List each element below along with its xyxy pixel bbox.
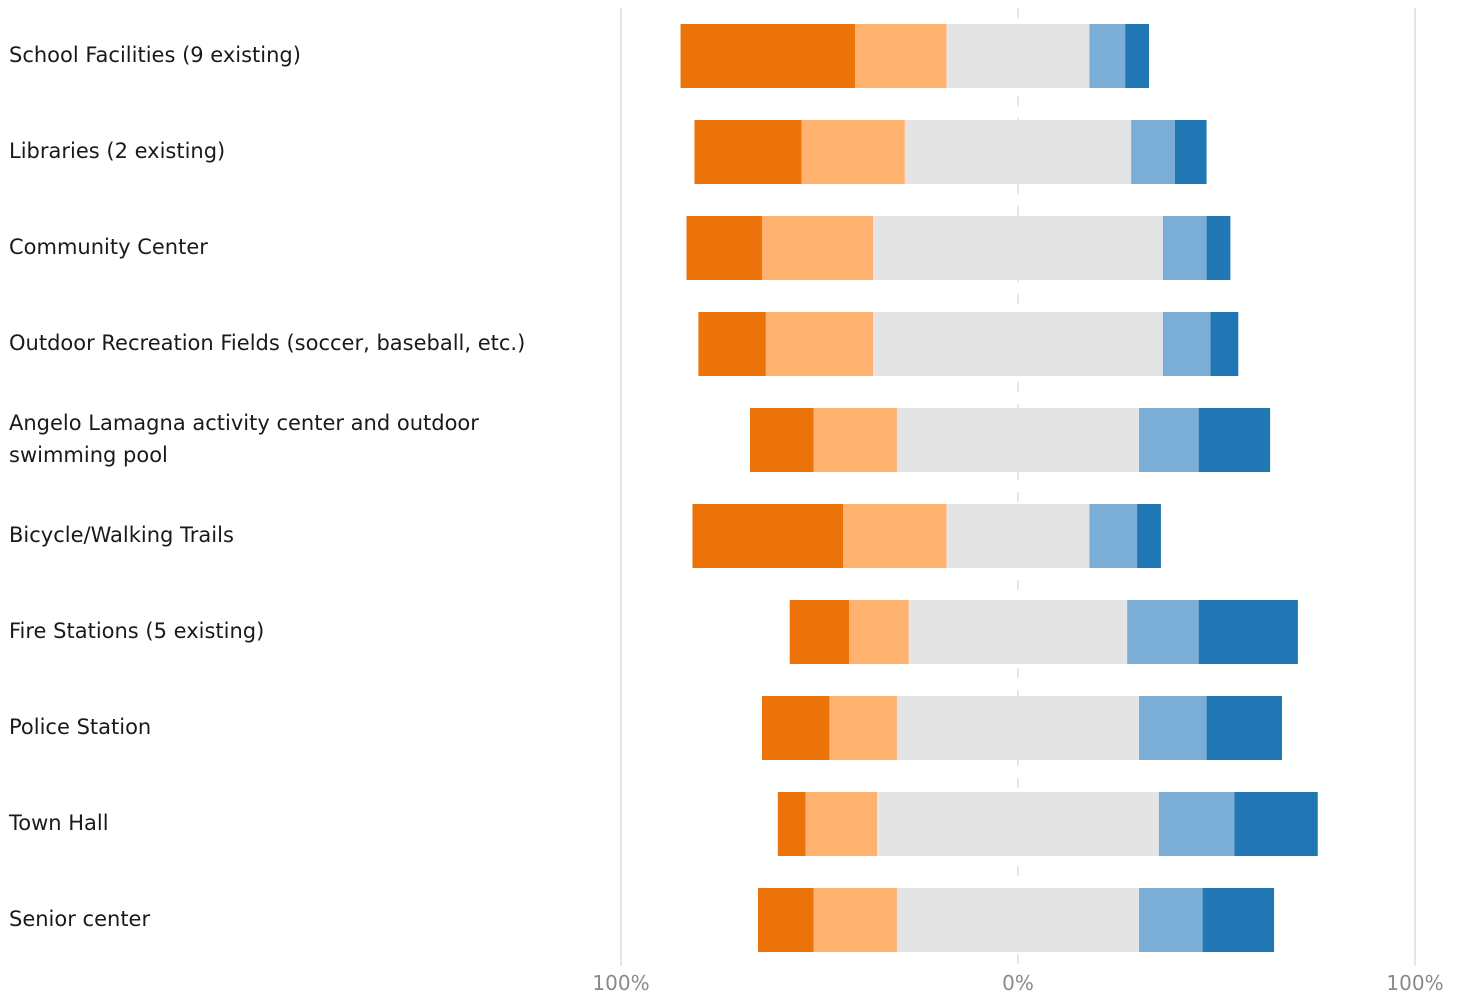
category-label-line-7-0: Police Station (9, 715, 151, 739)
bar-segment-4-2 (896, 408, 1140, 472)
category-label-line-2-0: Community Center (9, 235, 208, 259)
bar-segment-3-3 (1162, 312, 1211, 376)
category-label-line-1-0: Libraries (2 existing) (9, 139, 225, 163)
bar-segment-3-4 (1210, 312, 1239, 376)
bar-segment-1-2 (904, 120, 1132, 184)
category-label-line-0-0: School Facilities (9 existing) (9, 43, 301, 67)
x-tick-label-1: 0% (1002, 971, 1034, 995)
bars (680, 24, 1318, 952)
bar-segment-5-4 (1137, 504, 1161, 568)
bar-segment-9-1 (813, 888, 897, 952)
bar-segment-6-1 (849, 600, 909, 664)
bar-segment-4-0 (750, 408, 814, 472)
category-label-8: Town Hall (8, 811, 109, 835)
bar-segment-2-2 (873, 216, 1163, 280)
bar-segment-3-1 (765, 312, 874, 376)
bar-segment-9-3 (1139, 888, 1203, 952)
bar-row-4 (750, 408, 1271, 472)
bar-segment-8-2 (877, 792, 1159, 856)
bar-segment-5-1 (843, 504, 947, 568)
bar-row-6 (789, 600, 1298, 664)
bar-row-7 (761, 696, 1283, 760)
category-labels: School Facilities (9 existing) Libraries … (8, 43, 525, 931)
bar-row-8 (777, 792, 1318, 856)
bar-segment-9-2 (896, 888, 1140, 952)
bar-segment-1-1 (801, 120, 905, 184)
bar-segment-9-0 (757, 888, 814, 952)
bar-segment-0-3 (1089, 24, 1126, 88)
bar-segment-7-4 (1206, 696, 1283, 760)
category-label-3: Outdoor Recreation Fields (soccer, baseb… (9, 331, 525, 355)
x-axis-ticks: 100% 0% 100% (592, 971, 1443, 995)
category-label-1: Libraries (2 existing) (9, 139, 225, 163)
bar-segment-0-4 (1125, 24, 1150, 88)
bar-segment-1-4 (1174, 120, 1207, 184)
bar-row-1 (694, 120, 1207, 184)
bar-segment-4-1 (813, 408, 897, 472)
bar-segment-5-3 (1089, 504, 1138, 568)
bar-segment-2-3 (1162, 216, 1207, 280)
category-label-line-3-0: Outdoor Recreation Fields (soccer, baseb… (9, 331, 525, 355)
bar-segment-1-0 (694, 120, 802, 184)
category-label-0: School Facilities (9 existing) (9, 43, 301, 67)
bar-segment-5-2 (946, 504, 1090, 568)
bar-segment-7-2 (896, 696, 1140, 760)
bar-segment-2-0 (686, 216, 762, 280)
category-label-7: Police Station (9, 715, 151, 739)
bar-segment-7-3 (1139, 696, 1207, 760)
bar-segment-0-2 (946, 24, 1090, 88)
category-label-line-6-0: Fire Stations (5 existing) (9, 619, 264, 643)
x-tick-label-0: 100% (592, 971, 649, 995)
bar-segment-0-0 (680, 24, 856, 88)
bar-segment-7-0 (761, 696, 830, 760)
bar-row-0 (680, 24, 1150, 88)
category-label-4: Angelo Lamagna activity center and outdo… (9, 411, 479, 467)
bar-segment-4-3 (1139, 408, 1199, 472)
bar-segment-6-3 (1127, 600, 1199, 664)
bar-segment-0-1 (855, 24, 947, 88)
bar-row-5 (692, 504, 1161, 568)
bar-segment-6-0 (789, 600, 850, 664)
bar-segment-2-1 (761, 216, 874, 280)
bar-segment-6-2 (908, 600, 1128, 664)
bar-segment-1-3 (1131, 120, 1175, 184)
bar-segment-8-4 (1234, 792, 1318, 856)
bar-segment-8-1 (805, 792, 878, 856)
bar-segment-8-0 (777, 792, 806, 856)
category-label-2: Community Center (9, 235, 208, 259)
category-label-5: Bicycle/Walking Trails (9, 523, 234, 547)
category-label-line-4-1: swimming pool (9, 443, 168, 467)
category-label-9: Senior center (9, 907, 150, 931)
bar-segment-3-0 (698, 312, 766, 376)
x-tick-label-2: 100% (1386, 971, 1443, 995)
bar-segment-5-0 (692, 504, 844, 568)
category-label-line-4-0: Angelo Lamagna activity center and outdo… (9, 411, 479, 435)
bar-segment-6-4 (1198, 600, 1298, 664)
bar-segment-8-3 (1158, 792, 1235, 856)
bar-segment-4-4 (1198, 408, 1271, 472)
bar-row-9 (757, 888, 1275, 952)
bar-segment-2-4 (1206, 216, 1231, 280)
category-label-line-8-0: Town Hall (8, 811, 109, 835)
bar-segment-7-1 (829, 696, 897, 760)
bar-row-2 (686, 216, 1231, 280)
bar-segment-3-2 (873, 312, 1163, 376)
bar-segment-9-4 (1202, 888, 1275, 952)
category-label-line-5-0: Bicycle/Walking Trails (9, 523, 234, 547)
category-label-6: Fire Stations (5 existing) (9, 619, 264, 643)
bar-row-3 (698, 312, 1239, 376)
category-label-line-9-0: Senior center (9, 907, 150, 931)
